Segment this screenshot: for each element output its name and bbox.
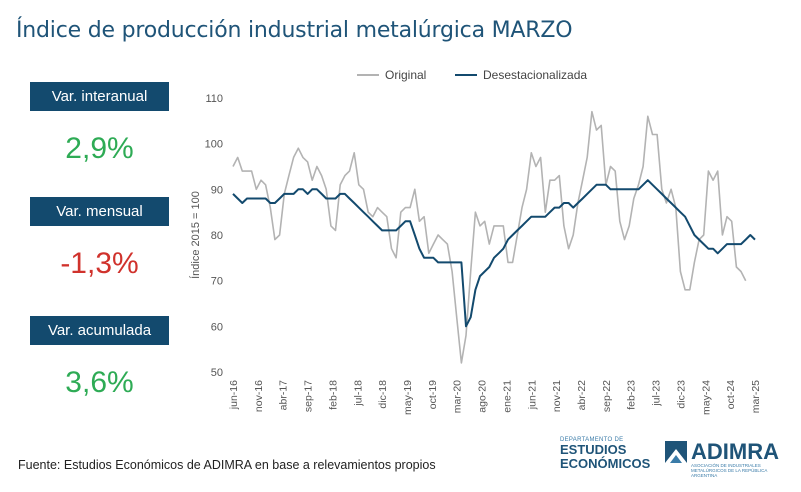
logo-dept-line1: ESTUDIOS bbox=[560, 442, 627, 457]
x-tick-label: jun-16 bbox=[228, 380, 240, 410]
x-tick-label: mar-20 bbox=[452, 380, 464, 413]
x-tick-label: feb-18 bbox=[327, 380, 339, 410]
kpi-value-mensual: -1,3% bbox=[60, 247, 139, 280]
y-tick-label: 60 bbox=[211, 321, 223, 333]
y-tick-label: 100 bbox=[205, 139, 223, 151]
x-tick-label: jul-18 bbox=[352, 380, 364, 407]
y-tick-label: 90 bbox=[211, 184, 223, 196]
kpi-value-interanual: 2,9% bbox=[65, 132, 134, 165]
x-tick-label: may-19 bbox=[402, 380, 414, 415]
adimra-wordmark: ADIMRA bbox=[691, 439, 779, 464]
y-tick-label: 50 bbox=[211, 367, 223, 379]
x-tick-label: dic-23 bbox=[675, 380, 687, 409]
y-tick-label: 110 bbox=[205, 93, 223, 105]
legend-label-original: Original bbox=[385, 68, 426, 82]
y-axis-label: Índice 2015 = 100 bbox=[189, 191, 202, 279]
x-tick-label: abr-17 bbox=[278, 380, 290, 411]
x-tick-label: may-24 bbox=[700, 380, 712, 415]
adimra-logo: ADIMRA ASOCIACIÓN DE INDUSTRIALES METALÚ… bbox=[665, 441, 783, 478]
x-tick-label: oct-24 bbox=[725, 380, 737, 409]
x-tick-label: feb-23 bbox=[626, 380, 638, 410]
estudios-economicos-logo: DEPARTAMENTO DE ESTUDIOS ECONÓMICOS bbox=[560, 437, 650, 471]
x-tick-label: abr-22 bbox=[576, 380, 588, 411]
x-tick-label: sep-17 bbox=[303, 380, 315, 412]
x-tick-label: nov-16 bbox=[253, 380, 265, 412]
x-tick-label: jul-23 bbox=[651, 380, 663, 407]
x-tick-label: oct-19 bbox=[427, 380, 439, 409]
page-title: Índice de producción industrial metalúrg… bbox=[16, 18, 573, 43]
logo-dept-small: DEPARTAMENTO DE bbox=[560, 437, 624, 443]
x-tick-label: sep-22 bbox=[601, 380, 613, 412]
source-note: Fuente: Estudios Económicos de ADIMRA en… bbox=[18, 458, 436, 472]
x-tick-label: jun-21 bbox=[526, 380, 538, 410]
x-tick-label: dic-18 bbox=[377, 380, 389, 409]
y-tick-label: 80 bbox=[211, 230, 223, 242]
logo-dept-line2: ECONÓMICOS bbox=[560, 456, 651, 471]
kpi-label-interanual: Var. interanual bbox=[30, 82, 169, 111]
x-tick-label: ago-20 bbox=[477, 380, 489, 413]
adimra-mark-icon bbox=[665, 441, 687, 463]
kpi-value-acumulada: 3,6% bbox=[65, 366, 134, 399]
y-tick-label: 70 bbox=[211, 276, 223, 288]
line-chart: 50 60 70 80 90 100 110 Índice 2015 = 100 jun-16 n… bbox=[189, 68, 762, 415]
x-tick-label: nov-21 bbox=[551, 380, 563, 412]
adimra-tagline: ASOCIACIÓN DE INDUSTRIALES METALÚRGICOS … bbox=[691, 463, 768, 478]
x-tick-label: mar-25 bbox=[750, 380, 762, 413]
x-tick-label: ene-21 bbox=[501, 380, 513, 413]
kpi-label-acumulada: Var. acumulada bbox=[30, 316, 169, 345]
series-line-desestacionalizada bbox=[232, 179, 756, 328]
kpi-label-mensual: Var. mensual bbox=[30, 197, 169, 226]
series-line-original bbox=[232, 110, 747, 364]
legend-label-desestacionalizada: Desestacionalizada bbox=[483, 68, 587, 82]
